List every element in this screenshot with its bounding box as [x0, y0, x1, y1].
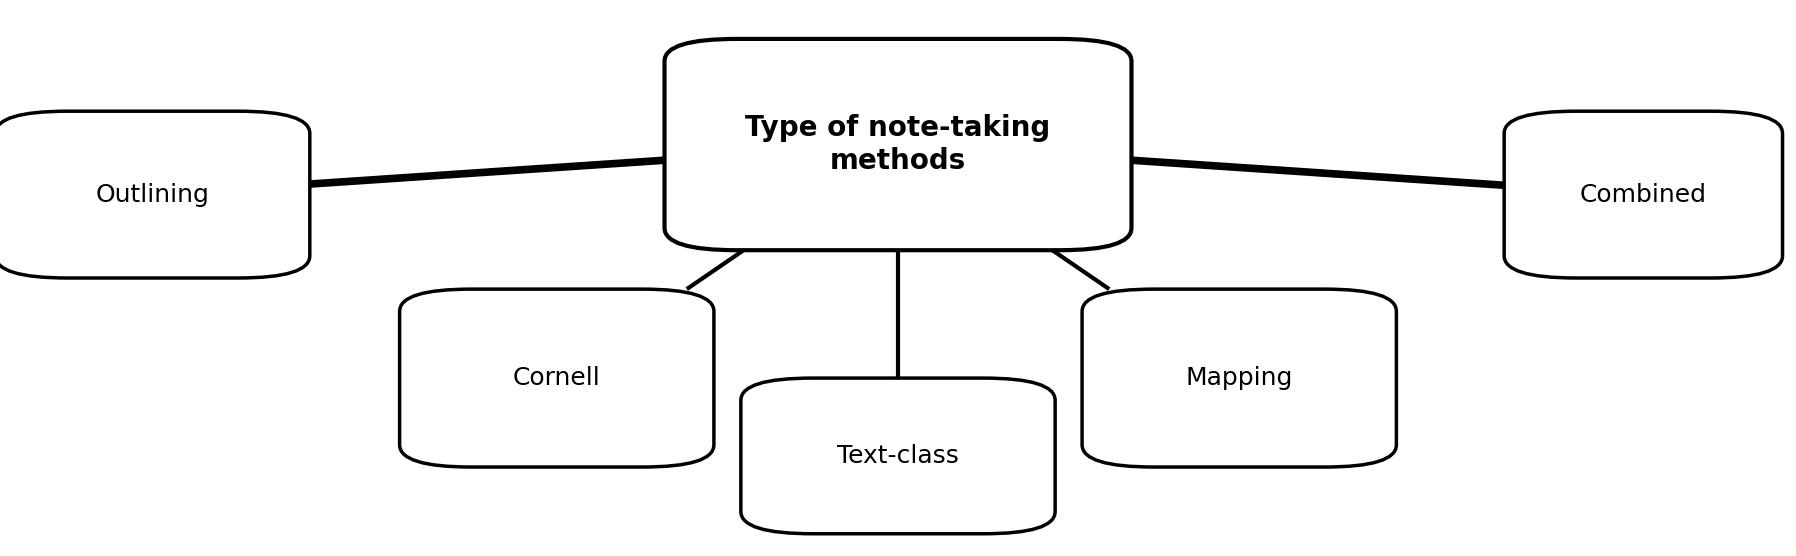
- Text: Combined: Combined: [1580, 182, 1706, 207]
- FancyBboxPatch shape: [399, 289, 713, 467]
- FancyBboxPatch shape: [1081, 289, 1395, 467]
- Text: Outlining: Outlining: [95, 182, 210, 207]
- Text: Type of note-taking
methods: Type of note-taking methods: [745, 115, 1051, 175]
- FancyBboxPatch shape: [1505, 111, 1782, 278]
- Text: Mapping: Mapping: [1185, 366, 1293, 390]
- FancyBboxPatch shape: [665, 39, 1131, 250]
- Text: Cornell: Cornell: [514, 366, 600, 390]
- Text: Text-class: Text-class: [837, 444, 959, 468]
- FancyBboxPatch shape: [0, 111, 309, 278]
- FancyBboxPatch shape: [740, 378, 1054, 534]
